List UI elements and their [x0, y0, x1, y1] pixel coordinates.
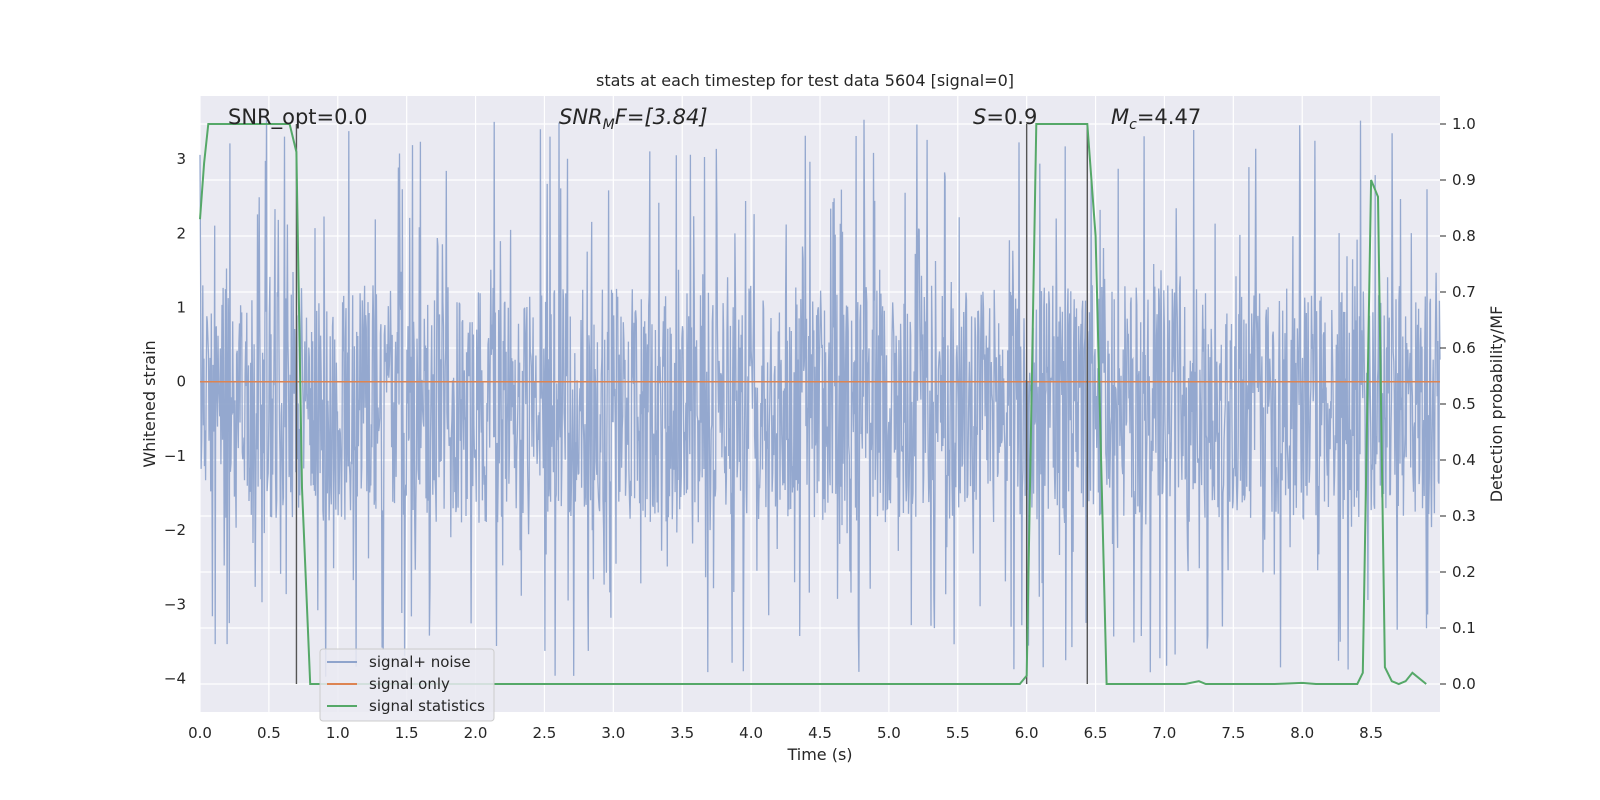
y-tick-right-1: 0.9 — [1452, 171, 1476, 189]
x-tick-11: 5.5 — [946, 724, 970, 742]
y-tick-2: 1 — [176, 299, 186, 317]
x-ticks: 0.0 0.5 1.0 1.5 2.0 2.5 3.0 3.5 4.0 4.5 5.0 5.5 6.0 6… — [188, 724, 1383, 742]
x-tick-9: 4.5 — [808, 724, 832, 742]
mc-sub: c — [1129, 117, 1137, 133]
y-tick-right-3: 0.7 — [1452, 283, 1476, 301]
x-tick-2: 1.0 — [326, 724, 350, 742]
y-tick-3: 0 — [176, 373, 186, 391]
y-ticks: 3 2 1 0 −1 −2 −3 −4 — [164, 150, 186, 688]
y-axis-label-right: Detection probability/MF — [1487, 306, 1506, 503]
legend-label-noise: signal+ noise — [369, 653, 471, 671]
x-tick-14: 7.0 — [1153, 724, 1177, 742]
snr-mf-annotation: SNRMF=[3.84] — [559, 105, 708, 133]
y-tick-0: 3 — [176, 150, 186, 168]
x-tick-4: 2.0 — [464, 724, 488, 742]
mc-symbol: M — [1111, 105, 1129, 129]
x-tick-3: 1.5 — [395, 724, 419, 742]
legend-label-signal: signal only — [369, 675, 450, 693]
mc-annotation: Mc=4.47 — [1111, 105, 1201, 133]
s-rest: =0.9 — [986, 105, 1037, 129]
y-ticks-right: 1.0 0.9 0.8 0.7 0.6 0.5 0.4 0.3 0.2 0.1 0.0 — [1440, 115, 1476, 693]
snr-mf-base: SNR — [559, 105, 603, 129]
y-tick-1: 2 — [176, 224, 186, 242]
x-tick-17: 8.5 — [1359, 724, 1383, 742]
snr-mf-sub: M — [603, 117, 615, 133]
legend-label-stats: signal statistics — [369, 697, 485, 715]
snr-opt-annotation: SNR_opt=0.0 — [228, 105, 368, 130]
x-tick-6: 3.0 — [601, 724, 625, 742]
vertical-markers — [295, 124, 1088, 684]
x-tick-13: 6.5 — [1084, 724, 1108, 742]
y-tick-right-9: 0.1 — [1452, 619, 1476, 637]
s-annotation: S=0.9 — [973, 105, 1037, 129]
x-tick-8: 4.0 — [739, 724, 763, 742]
x-tick-16: 8.0 — [1290, 724, 1314, 742]
y-tick-4: −1 — [164, 447, 186, 465]
y-tick-right-10: 0.0 — [1452, 675, 1476, 693]
x-axis-label: Time (s) — [786, 745, 852, 764]
x-tick-10: 5.0 — [877, 724, 901, 742]
x-tick-1: 0.5 — [257, 724, 281, 742]
mc-rest: =4.47 — [1137, 105, 1201, 129]
legend-box — [319, 648, 495, 722]
x-tick-5: 2.5 — [533, 724, 557, 742]
signal-noise-series — [199, 119, 1441, 677]
x-tick-15: 7.5 — [1221, 724, 1245, 742]
y-tick-right-5: 0.5 — [1452, 395, 1476, 413]
y-tick-right-2: 0.8 — [1452, 227, 1476, 245]
y-tick-5: −2 — [164, 521, 186, 539]
y-tick-right-7: 0.3 — [1452, 507, 1476, 525]
s-symbol: S — [973, 105, 986, 129]
x-tick-7: 3.5 — [670, 724, 694, 742]
y-tick-right-6: 0.4 — [1452, 451, 1476, 469]
chart-title: stats at each timestep for test data 560… — [596, 71, 1014, 90]
y-tick-right-4: 0.6 — [1452, 339, 1476, 357]
y-axis-label: Whitened strain — [140, 340, 159, 467]
y-tick-right-8: 0.2 — [1452, 563, 1476, 581]
legend: signal+ noise signal only signal statist… — [319, 648, 495, 722]
y-tick-6: −3 — [164, 595, 186, 613]
y-tick-right-0: 1.0 — [1452, 115, 1476, 133]
signal-statistics-series — [199, 123, 1427, 686]
y-tick-7: −4 — [164, 670, 186, 688]
snr-mf-rest: F=[3.84] — [615, 105, 708, 129]
x-tick-0: 0.0 — [188, 724, 212, 742]
x-tick-12: 6.0 — [1015, 724, 1039, 742]
noise-trace — [199, 119, 1441, 677]
